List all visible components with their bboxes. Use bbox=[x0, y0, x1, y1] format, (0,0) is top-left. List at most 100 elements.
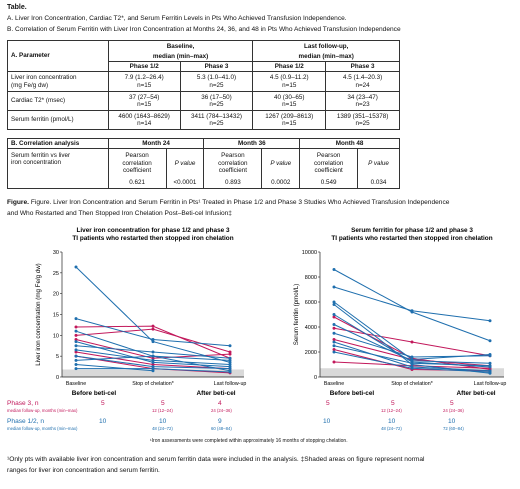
legend-value: 48 (24–72) bbox=[381, 426, 402, 431]
data-point bbox=[332, 331, 336, 335]
y-tick-label: 0 bbox=[56, 375, 59, 381]
data-point bbox=[488, 364, 492, 368]
cell-value: 0.621 bbox=[107, 177, 167, 189]
legend-value: 10 bbox=[448, 418, 456, 425]
legend-value: 12 (12–24) bbox=[152, 408, 173, 413]
legend-value: 4 bbox=[218, 400, 222, 407]
data-point bbox=[151, 369, 155, 373]
data-point bbox=[228, 356, 232, 360]
phase3-sub: median follow-up, months (min–max) bbox=[7, 408, 78, 413]
pvalue-label: P value bbox=[165, 148, 205, 178]
data-point bbox=[74, 329, 78, 333]
pearson-label: Pearson correlation bbox=[218, 152, 248, 167]
data-point bbox=[151, 365, 155, 369]
cell-n: n=25 bbox=[209, 81, 224, 89]
row-label-unit: (mg Fe/g dw) bbox=[11, 81, 49, 89]
x-tick-label: Stop of chelation* bbox=[132, 381, 174, 387]
pearson-label: Pearson correlation bbox=[122, 152, 152, 167]
group-label: Before beti-cel bbox=[330, 390, 375, 397]
data-point bbox=[488, 361, 492, 365]
data-point bbox=[228, 360, 232, 364]
data-point bbox=[151, 363, 155, 366]
data-point bbox=[410, 309, 414, 313]
phase3-header: Phase 3 bbox=[325, 61, 400, 72]
chart-subtitle: TI patients who restarted then stopped i… bbox=[72, 235, 233, 242]
normal-range-shade bbox=[320, 368, 504, 377]
data-point bbox=[332, 303, 336, 306]
y-tick-label: 30 bbox=[53, 250, 59, 256]
data-point bbox=[488, 370, 492, 374]
cell-n: n=15 bbox=[282, 101, 297, 108]
serum-ferritin-chart: Serum ferritin for phase 1/2 and phase 3… bbox=[293, 227, 506, 397]
cell-n: n=15 bbox=[282, 120, 297, 127]
row-label: Cardiac T2* (msec) bbox=[11, 97, 66, 105]
legend-value: 24 (24–36) bbox=[443, 408, 464, 413]
cell-value: 1267 (209–8613) bbox=[265, 112, 314, 120]
legend-value: 10 bbox=[323, 418, 331, 425]
data-point bbox=[410, 340, 414, 344]
data-point bbox=[74, 367, 78, 371]
data-point bbox=[332, 315, 336, 319]
cell-value: 4.5 (1.4–20.3) bbox=[342, 74, 383, 82]
cell-value: 34 (23–47) bbox=[347, 93, 378, 101]
data-point bbox=[151, 358, 155, 362]
data-point bbox=[151, 338, 155, 341]
last-followup-header: Last follow-up, bbox=[252, 40, 400, 52]
row-label: Serum ferritin vs liver bbox=[11, 152, 71, 159]
data-point bbox=[228, 370, 232, 374]
y-axis-label: Liver iron concentration (mg Fe/g dw) bbox=[35, 263, 42, 365]
baseline-median-header: median (min–max) bbox=[107, 51, 254, 62]
legend-value: 60 (48–84) bbox=[211, 426, 232, 431]
legend-value: 10 bbox=[99, 418, 107, 425]
month-48-header: Month 48 bbox=[299, 138, 400, 149]
data-point bbox=[151, 360, 155, 364]
table-row: Serum ferritin vs liver iron concentratio… bbox=[7, 148, 400, 189]
cell-n: n=15 bbox=[282, 81, 297, 89]
cell-value: <0.0001 bbox=[165, 177, 205, 189]
table-row: Liver iron concentration (mg Fe/g dw) 7.9… bbox=[7, 71, 400, 92]
data-point bbox=[332, 326, 336, 330]
figure-caption-line2: and Who Restarted and Then Stopped Iron … bbox=[7, 210, 232, 217]
x-tick-label: Last follow-up bbox=[214, 381, 247, 387]
data-point bbox=[332, 340, 336, 344]
data-point bbox=[74, 363, 78, 366]
cell-value: 0.0002 bbox=[261, 177, 301, 189]
x-tick-label: Baseline bbox=[66, 381, 86, 387]
data-point bbox=[74, 348, 78, 352]
data-point bbox=[74, 338, 78, 341]
correlation-header: B. Correlation analysis bbox=[7, 138, 109, 149]
y-tick-label: 10000 bbox=[302, 250, 317, 256]
cell-value: 1389 (351–15378) bbox=[336, 112, 389, 120]
pearson-label: coefficient bbox=[218, 166, 247, 174]
x-tick-label: Baseline bbox=[324, 381, 344, 387]
table-b: B. Correlation analysis Month 24 Month 3… bbox=[7, 138, 400, 189]
data-point bbox=[410, 366, 414, 370]
row-label: Liver iron concentration bbox=[11, 74, 77, 82]
data-point bbox=[332, 285, 336, 289]
series-line bbox=[333, 269, 491, 342]
month-36-header: Month 36 bbox=[203, 138, 301, 149]
data-point bbox=[228, 350, 232, 354]
cell-n: n=25 bbox=[355, 120, 370, 127]
table-row: Cardiac T2* (msec) 37 (27–54) n=15 36 (17… bbox=[7, 91, 400, 111]
last-median-header: median (min–max) bbox=[252, 51, 400, 62]
data-point bbox=[74, 317, 78, 321]
footnote-line2: ranges for liver iron concentration and … bbox=[7, 467, 160, 474]
data-point bbox=[228, 358, 232, 362]
data-point bbox=[332, 268, 336, 271]
table-row: Serum ferritin (pmol/L) 4600 (1643–8629)… bbox=[7, 110, 400, 130]
cell-value: 5.3 (1.0–41.0) bbox=[196, 74, 237, 82]
baseline-header: Baseline, bbox=[107, 40, 254, 52]
data-point bbox=[74, 265, 78, 269]
data-point bbox=[74, 350, 78, 354]
legend-value: 10 bbox=[388, 418, 396, 425]
legend-value: 5 bbox=[326, 400, 330, 407]
cell-value: 7.9 (1.2–26.4) bbox=[124, 74, 164, 82]
section-b-caption: B. Correlation of Serum Ferritin with Li… bbox=[7, 26, 401, 33]
x-tick-label: Stop of chelation* bbox=[391, 381, 433, 387]
section-a-caption: A. Liver Iron Concentration, Cardiac T2*… bbox=[7, 15, 347, 22]
group-label: Before beti-cel bbox=[72, 390, 117, 397]
legend-value: 9 bbox=[218, 418, 222, 425]
data-point bbox=[228, 363, 232, 366]
data-point bbox=[151, 327, 155, 331]
